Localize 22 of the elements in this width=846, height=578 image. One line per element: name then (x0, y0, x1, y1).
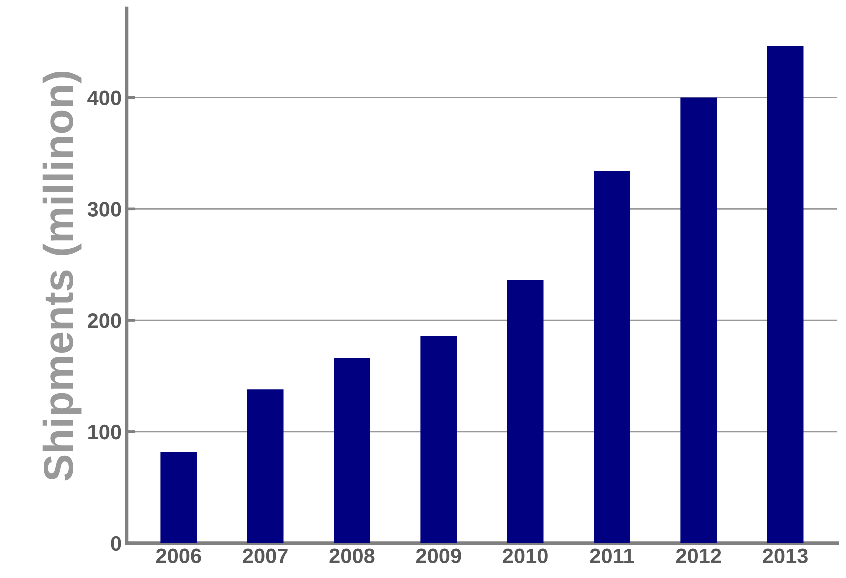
bar (160, 452, 198, 544)
y-tick-label: 100 (88, 424, 122, 440)
y-axis-title: Shipments (millinon) (42, 72, 82, 481)
bar (334, 358, 370, 544)
y-tick-label: 0 (111, 536, 122, 552)
x-tick-label: 2006 (156, 548, 202, 564)
x-tick-label: 2007 (243, 548, 288, 564)
x-tick-label: 2011 (590, 548, 634, 564)
bar (247, 390, 284, 544)
bar (767, 46, 804, 544)
x-tick-label: 2009 (416, 548, 462, 564)
bar (420, 336, 458, 544)
y-tick-label: 200 (88, 314, 122, 328)
bar (507, 280, 544, 544)
x-tick-label: 2008 (330, 548, 375, 564)
bar (594, 171, 630, 544)
y-tick-label: 400 (88, 90, 122, 106)
x-tick-label: 2012 (676, 548, 722, 564)
bar (680, 98, 718, 544)
x-tick-label: 2010 (503, 548, 548, 564)
y-tick-label: 300 (88, 202, 122, 217)
x-tick-label: 2013 (763, 548, 808, 564)
